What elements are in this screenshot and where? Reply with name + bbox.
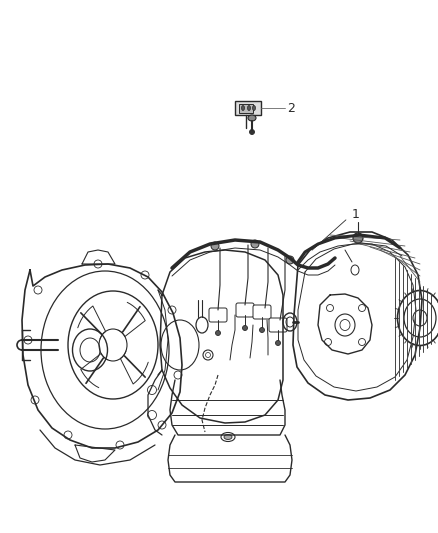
FancyBboxPatch shape [253, 305, 271, 319]
FancyBboxPatch shape [209, 308, 227, 322]
Ellipse shape [250, 130, 254, 134]
Ellipse shape [353, 233, 363, 243]
Ellipse shape [211, 242, 219, 250]
Ellipse shape [247, 106, 251, 110]
Ellipse shape [259, 327, 265, 333]
Text: 1: 1 [352, 208, 360, 222]
FancyBboxPatch shape [239, 104, 253, 113]
FancyBboxPatch shape [235, 101, 261, 115]
Ellipse shape [251, 240, 259, 248]
Ellipse shape [224, 434, 232, 440]
Ellipse shape [243, 326, 247, 330]
Ellipse shape [252, 106, 255, 110]
Ellipse shape [286, 256, 294, 264]
Ellipse shape [241, 106, 244, 110]
Ellipse shape [215, 330, 220, 335]
Ellipse shape [276, 341, 280, 345]
Text: 2: 2 [287, 102, 295, 116]
Ellipse shape [248, 115, 256, 121]
FancyBboxPatch shape [269, 318, 287, 332]
FancyBboxPatch shape [236, 303, 254, 317]
